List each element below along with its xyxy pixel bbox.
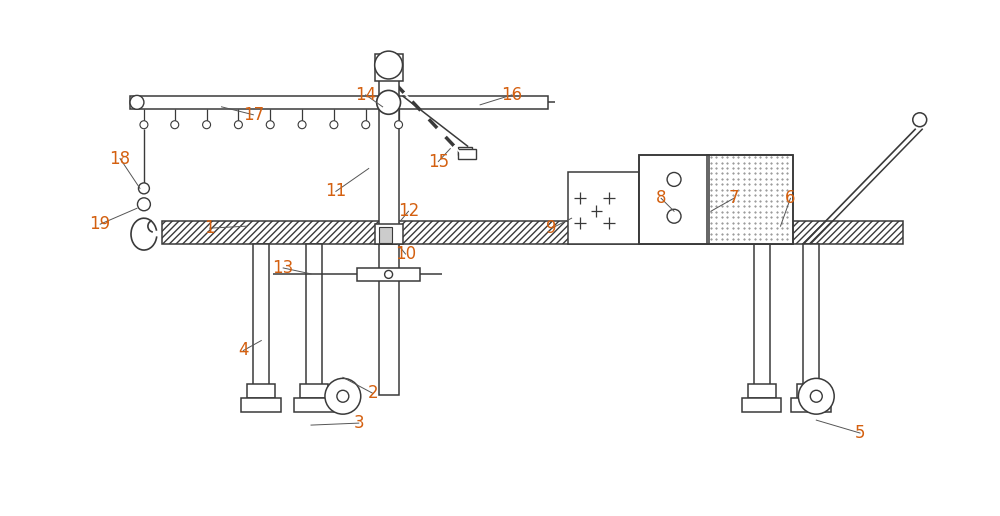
Bar bbox=[379, 59, 399, 244]
Bar bbox=[375, 224, 403, 244]
Bar bbox=[754, 244, 770, 398]
Circle shape bbox=[140, 121, 148, 128]
Circle shape bbox=[362, 121, 370, 128]
Circle shape bbox=[798, 378, 834, 414]
Bar bbox=[742, 398, 781, 412]
Text: 6: 6 bbox=[785, 189, 796, 207]
Bar bbox=[791, 398, 831, 412]
Bar bbox=[797, 384, 825, 398]
Bar bbox=[379, 244, 399, 395]
Text: 3: 3 bbox=[353, 414, 364, 432]
Circle shape bbox=[330, 121, 338, 128]
Text: 17: 17 bbox=[243, 106, 264, 124]
Bar bbox=[306, 244, 322, 398]
Circle shape bbox=[298, 121, 306, 128]
Bar bbox=[458, 147, 472, 155]
Circle shape bbox=[395, 121, 403, 128]
Text: 18: 18 bbox=[109, 150, 131, 168]
Text: 4: 4 bbox=[238, 342, 249, 360]
Bar bbox=[300, 384, 328, 398]
Text: 14: 14 bbox=[355, 86, 376, 104]
Text: 5: 5 bbox=[855, 424, 865, 442]
Bar bbox=[379, 227, 392, 243]
Bar bbox=[247, 384, 275, 398]
Bar bbox=[130, 96, 548, 109]
Circle shape bbox=[667, 209, 681, 223]
Text: 19: 19 bbox=[90, 215, 111, 233]
Bar bbox=[748, 384, 776, 398]
Circle shape bbox=[266, 121, 274, 128]
Text: 1: 1 bbox=[204, 219, 215, 237]
Circle shape bbox=[203, 121, 211, 128]
Bar bbox=[458, 149, 476, 158]
Circle shape bbox=[377, 90, 401, 114]
Circle shape bbox=[234, 121, 242, 128]
Text: 13: 13 bbox=[273, 259, 294, 277]
Text: 7: 7 bbox=[728, 189, 739, 207]
Bar bbox=[162, 221, 903, 244]
Bar bbox=[707, 155, 793, 244]
Circle shape bbox=[138, 183, 149, 194]
Circle shape bbox=[325, 378, 361, 414]
Bar bbox=[639, 155, 793, 244]
Bar bbox=[357, 268, 420, 281]
Text: 10: 10 bbox=[395, 245, 416, 263]
Text: 2: 2 bbox=[367, 384, 378, 402]
Bar bbox=[568, 172, 639, 244]
Bar bbox=[253, 244, 269, 398]
Circle shape bbox=[810, 390, 822, 402]
Circle shape bbox=[385, 270, 393, 279]
Text: 11: 11 bbox=[325, 182, 347, 200]
Bar bbox=[241, 398, 281, 412]
Bar bbox=[639, 155, 709, 244]
Bar bbox=[294, 398, 334, 412]
Circle shape bbox=[137, 198, 150, 211]
Text: 9: 9 bbox=[546, 219, 557, 237]
Bar bbox=[803, 244, 819, 398]
Circle shape bbox=[913, 113, 927, 127]
Text: 15: 15 bbox=[428, 153, 449, 170]
Text: 12: 12 bbox=[398, 202, 419, 220]
Text: 8: 8 bbox=[656, 189, 666, 207]
Text: 16: 16 bbox=[501, 86, 522, 104]
Bar bbox=[375, 54, 403, 81]
Circle shape bbox=[667, 172, 681, 186]
Circle shape bbox=[130, 95, 144, 109]
Circle shape bbox=[337, 390, 349, 402]
Circle shape bbox=[375, 51, 403, 79]
Circle shape bbox=[171, 121, 179, 128]
